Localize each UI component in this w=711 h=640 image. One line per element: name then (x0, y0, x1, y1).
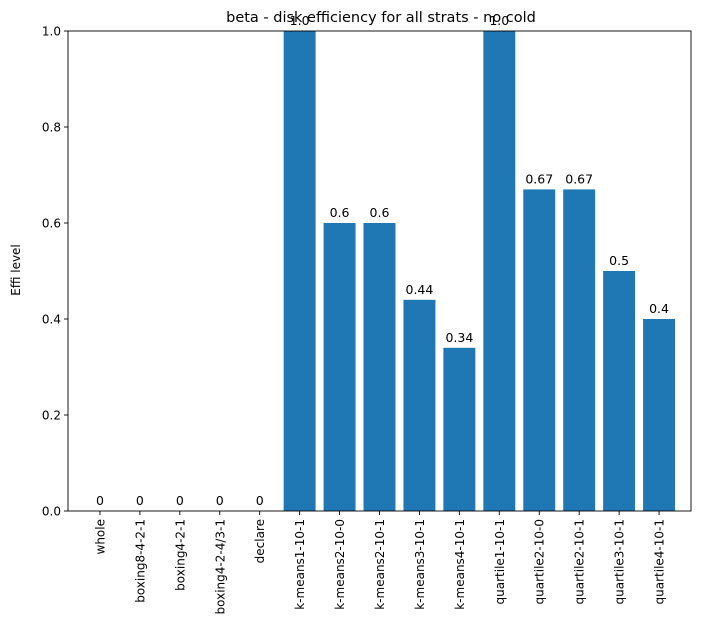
bar (403, 299, 436, 511)
y-tick-label: 1.0 (42, 25, 61, 39)
x-tick-label: boxing4-2-1 (173, 519, 187, 591)
bar-value-label: 0.67 (525, 171, 553, 186)
bars (283, 31, 676, 511)
x-tick-label: quartile4-10-1 (653, 519, 667, 604)
x-tick-label: whole (93, 519, 107, 554)
x-tick-label: declare (253, 519, 267, 563)
x-tick-label: boxing4-2-4/3-1 (213, 519, 227, 614)
x-tick-label: k-means2-10-1 (373, 519, 387, 610)
bar-value-label: 0 (176, 493, 184, 508)
bar (363, 223, 396, 511)
bar (323, 223, 356, 511)
x-tick-label: quartile3-10-1 (613, 519, 627, 604)
bar-value-label: 0.44 (406, 282, 434, 297)
y-tick-label: 0.6 (42, 217, 61, 231)
y-tick-label: 0.4 (42, 313, 61, 327)
x-tick-label: quartile1-10-1 (493, 519, 507, 604)
bar (603, 271, 636, 511)
bar-value-label: 0.6 (330, 205, 350, 220)
bar (443, 347, 476, 511)
y-axis-ticks: 0.0 0.2 0.4 0.6 0.8 1.0 (42, 25, 68, 519)
bar-value-label: 0 (216, 493, 224, 508)
bar (563, 189, 596, 511)
x-axis-ticks: whole boxing8-4-2-1 boxing4-2-1 boxing4-2-4… (93, 511, 667, 614)
bar (483, 31, 516, 511)
bar-value-label: 0.67 (565, 171, 593, 186)
x-tick-label: quartile2-10-0 (533, 519, 547, 604)
y-tick-label: 0.0 (42, 505, 61, 519)
bar (283, 31, 316, 511)
bar-value-label: 1.0 (489, 13, 509, 28)
bar-value-label: 0 (96, 493, 104, 508)
bar (523, 189, 556, 511)
x-tick-label: k-means3-10-1 (413, 519, 427, 610)
x-tick-label: k-means4-10-1 (453, 519, 467, 610)
bar-value-label: 0.6 (370, 205, 390, 220)
y-tick-label: 0.8 (42, 121, 61, 135)
x-tick-label: k-means1-10-1 (293, 519, 307, 610)
x-tick-label: quartile2-10-1 (573, 519, 587, 604)
bar-value-label: 0 (256, 493, 264, 508)
x-tick-label: k-means2-10-0 (333, 519, 347, 610)
bar (643, 319, 676, 511)
bar-value-label: 0.34 (445, 330, 473, 345)
bar-value-label: 0.4 (649, 301, 669, 316)
plot-frame (67, 30, 692, 512)
y-tick-label: 0.2 (42, 409, 61, 423)
y-axis-label: Effi level (9, 244, 23, 296)
bar-value-labels: 0 0 0 0 0 1.0 0.6 0.6 0.44 0.34 1.0 0.67 0.67 0.5 0.4 (96, 13, 669, 508)
bar-value-label: 0 (136, 493, 144, 508)
bar-value-label: 1.0 (290, 13, 310, 28)
chart-title: beta - disk efficiency for all strats - … (226, 10, 536, 26)
bar-value-label: 0.5 (609, 253, 629, 268)
x-tick-label: boxing8-4-2-1 (133, 519, 147, 603)
